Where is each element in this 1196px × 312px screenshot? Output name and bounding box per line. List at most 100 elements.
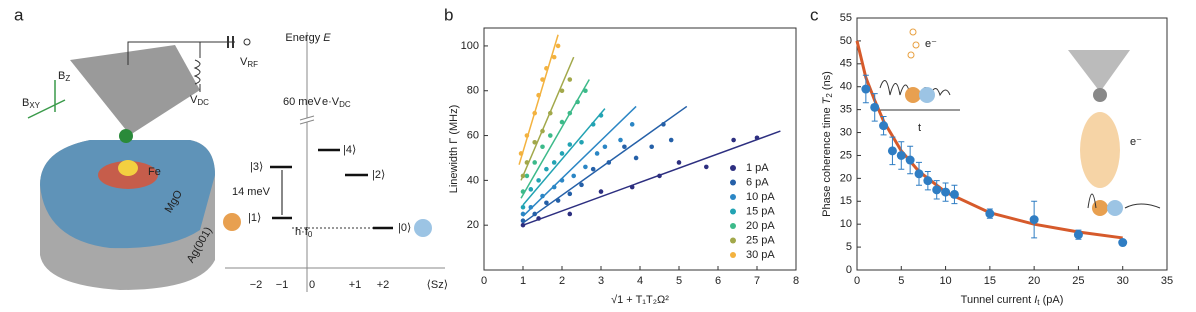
state-label: |3⟩ <box>250 161 263 173</box>
legend-label: 10 pA <box>746 191 775 203</box>
bias-label: e·VDC <box>322 96 351 109</box>
text-part: t <box>1037 298 1040 307</box>
text-part: (pA) <box>1040 294 1064 306</box>
y-tick-label: 10 <box>840 218 852 230</box>
panel-label: a <box>14 5 24 24</box>
point <box>520 189 526 194</box>
point <box>518 151 524 156</box>
x-tick-label: 0 <box>481 275 487 287</box>
text-part: V <box>190 94 198 106</box>
point <box>536 92 541 98</box>
point <box>594 151 600 156</box>
y-tick-label: 20 <box>840 172 852 184</box>
electron-label: e⁻ <box>925 38 937 50</box>
text-part: E <box>323 32 331 44</box>
sample-illustration <box>27 36 432 290</box>
point <box>649 144 654 150</box>
fit-line <box>520 56 575 181</box>
point <box>704 164 709 170</box>
x-tick-label: 2 <box>559 275 565 287</box>
field-label: BZ <box>58 70 70 83</box>
point <box>590 166 596 172</box>
x-tick-label: 25 <box>1072 275 1084 287</box>
field-label: BXY <box>22 97 41 110</box>
voltage-label: VDC <box>190 94 209 107</box>
zeeman-label: h·f0 <box>295 226 313 239</box>
point <box>590 122 596 127</box>
point <box>622 144 627 150</box>
point <box>661 122 666 127</box>
point <box>668 137 674 143</box>
point <box>583 164 588 170</box>
point <box>633 155 639 161</box>
point <box>551 160 557 165</box>
legend-label: 6 pA <box>746 176 769 188</box>
text-part: √1 + T₁T₂Ω² <box>611 294 669 306</box>
sz-tick: −1 <box>276 279 289 291</box>
legend-label: 25 pA <box>746 234 775 246</box>
point <box>575 99 580 105</box>
text-part: DC <box>197 98 209 107</box>
text-part: RF <box>247 60 258 69</box>
legend-marker <box>730 237 736 244</box>
sz-tick: +2 <box>377 279 390 291</box>
point <box>520 211 526 217</box>
point <box>598 189 604 194</box>
point <box>532 211 537 217</box>
text-part: Linewidth Γ (MHz) <box>448 105 460 194</box>
fit-line <box>520 79 590 199</box>
y-tick-label: 15 <box>840 195 852 207</box>
y-tick-label: 50 <box>840 35 852 47</box>
point <box>567 110 573 116</box>
legend-label: 15 pA <box>746 205 775 217</box>
point <box>540 144 545 150</box>
text-part: Z <box>65 74 70 83</box>
point <box>555 43 561 49</box>
text-part: e·V <box>322 96 340 108</box>
atom-label: Fe <box>148 166 161 178</box>
legend-marker <box>730 179 736 186</box>
text-part: 2 <box>825 93 834 98</box>
point <box>567 211 573 217</box>
point <box>629 184 635 190</box>
point <box>754 135 760 141</box>
point <box>520 222 526 228</box>
point <box>551 54 557 60</box>
point <box>524 160 530 165</box>
sz-tick: 0 <box>309 279 315 291</box>
point <box>887 146 897 156</box>
legend-marker <box>730 165 736 171</box>
legend-label: 30 pA <box>746 249 775 261</box>
y-axis-label: Phase coherence time T2 (ns) <box>821 71 834 217</box>
point <box>567 191 573 197</box>
text-part: DC <box>339 100 351 109</box>
voltage-label: VRF <box>240 56 258 69</box>
point <box>528 187 534 192</box>
x-tick-label: 3 <box>598 275 604 287</box>
state-label: |0⟩ <box>398 222 411 234</box>
x-tick-label: 35 <box>1161 275 1173 287</box>
point <box>618 137 623 143</box>
point <box>896 150 906 160</box>
legend-marker <box>730 194 736 200</box>
point <box>532 160 537 165</box>
point <box>524 133 530 138</box>
x-axis-label: √1 + T₁T₂Ω² <box>611 294 669 306</box>
y-tick-label: 40 <box>467 174 479 186</box>
x-tick-label: 15 <box>984 275 996 287</box>
point <box>579 139 584 145</box>
point <box>657 173 662 179</box>
gap-label: 14 meV <box>232 186 271 198</box>
point <box>532 139 537 145</box>
point <box>528 204 534 210</box>
point <box>579 182 584 188</box>
text-part: XY <box>29 101 40 110</box>
point <box>870 102 880 112</box>
text-part: Energy <box>285 32 323 44</box>
text-part: h·f <box>295 226 309 238</box>
state-label: |4⟩ <box>343 144 356 156</box>
y-tick-label: 25 <box>840 149 852 161</box>
text-part: B <box>58 70 65 82</box>
point <box>923 176 933 186</box>
y-tick-label: 20 <box>467 219 479 231</box>
